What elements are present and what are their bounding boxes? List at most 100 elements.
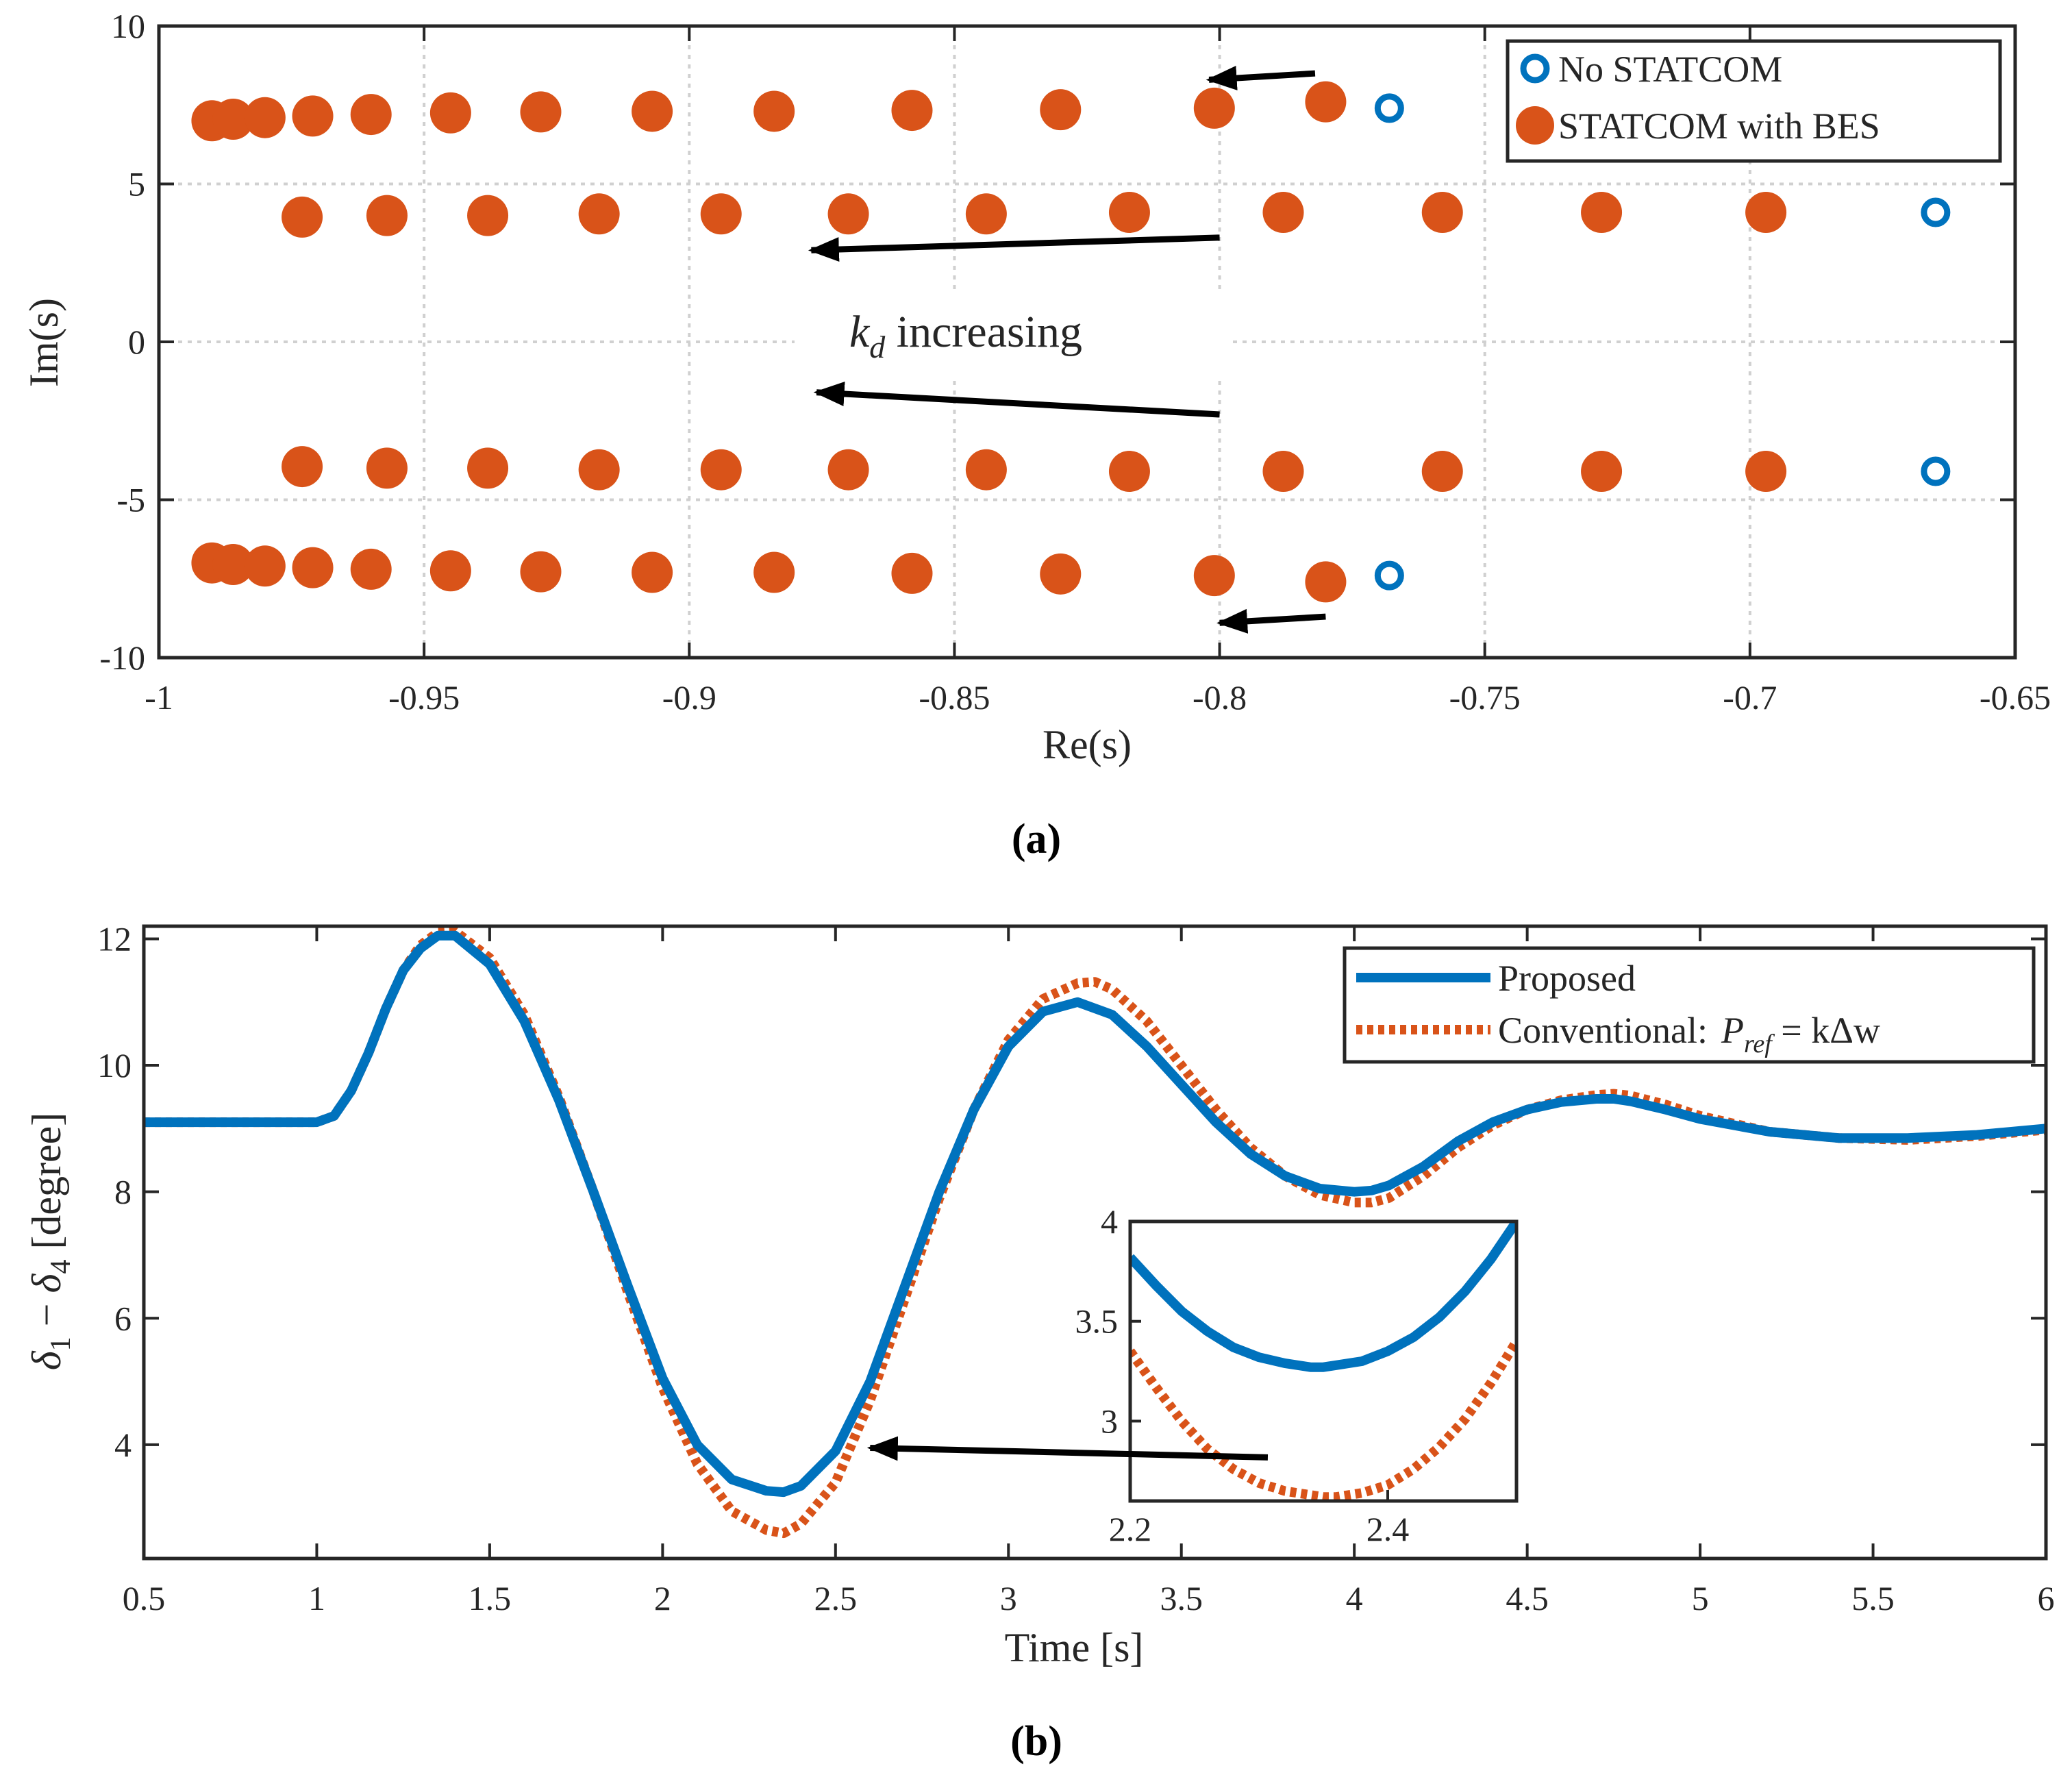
y-tick-label: 0	[128, 323, 145, 361]
x-tick-label: 0.5	[123, 1579, 166, 1617]
legend-conventional-name: Conventional:	[1498, 1010, 1708, 1051]
ticks-b: 0.5 1 1.5 2 2.5 3 3.5 4 4.5 5 5.5 6 4 6 8 10 12	[97, 919, 2055, 1617]
x-label-b: Time [s]	[1005, 1625, 1144, 1670]
statcom-bes-pole	[292, 95, 334, 137]
axes-box-b	[142, 924, 2048, 1561]
legend-statcom-bes-marker	[1516, 106, 1554, 145]
arrow	[813, 382, 1220, 418]
statcom-bes-pole	[827, 193, 869, 235]
statcom-bes-pole	[1108, 191, 1150, 233]
statcom-bes-pole	[467, 447, 509, 489]
y-tick-label: 10	[111, 7, 145, 45]
statcom-bes-pole	[1108, 451, 1150, 493]
caption-a-close: )	[1047, 816, 1062, 862]
x-tick-label: -0.85	[919, 678, 990, 717]
legend-conventional-label: Conventional: Pref = kΔw	[1498, 1010, 1880, 1058]
x-tick-label: 1.5	[469, 1579, 512, 1617]
no-statcom-pole	[1374, 93, 1404, 123]
statcom-bes-pole	[578, 193, 620, 235]
statcom-bes-pole	[1745, 451, 1787, 493]
y-label-b-delta1: δ	[24, 1350, 69, 1370]
no-statcom-pole	[1374, 560, 1404, 591]
x-tick-label: -0.95	[388, 678, 460, 717]
statcom-bes-pole	[965, 193, 1007, 235]
inset-ticks: 2.2 2.4 3 3.5 4	[1075, 1202, 1410, 1548]
annotation-text: increasing	[885, 307, 1082, 357]
y-tick-label: -10	[99, 638, 145, 677]
arrow	[808, 234, 1220, 262]
statcom-bes-pole	[700, 193, 742, 235]
arrow	[866, 1436, 1269, 1461]
y-label-a: Im(s)	[21, 298, 66, 387]
arrows-b	[866, 1436, 1269, 1461]
legend-a: No STATCOM STATCOM with BES	[1506, 39, 2002, 163]
legend-b: Proposed Conventional: Pref = kΔw	[1343, 946, 2036, 1064]
x-tick-label: 5	[1692, 1579, 1709, 1617]
grid-a	[159, 26, 2015, 658]
statcom-bes-pole	[632, 551, 673, 593]
caption-a: (a)	[1012, 816, 1061, 862]
x-tick-label: 2	[654, 1579, 671, 1617]
statcom-bes-pole	[212, 98, 254, 140]
statcom-bes-pole	[1421, 191, 1463, 233]
x-tick-label: -0.8	[1193, 678, 1247, 717]
arrow	[1216, 608, 1326, 634]
statcom-bes-pole	[1305, 561, 1347, 603]
panel-b: 0.5 1 1.5 2 2.5 3 3.5 4 4.5 5 5.5 6 4 6 8 10 12 2.2 2.4 3 3…	[24, 919, 2055, 1765]
statcom-bes-pole	[366, 447, 408, 489]
annotation-sub: d	[869, 330, 886, 364]
y-label-b-sub1: 1	[45, 1337, 77, 1351]
caption-b-letter: b	[1025, 1718, 1048, 1765]
x-tick-label: 1	[308, 1579, 325, 1617]
x-label-a: Re(s)	[1043, 722, 1132, 767]
statcom-bes-pole	[282, 196, 323, 238]
inset-proposed-line	[1130, 1221, 1516, 1372]
caption-a-letter: a	[1026, 816, 1047, 862]
statcom-bes-pole	[1305, 81, 1347, 123]
statcom-bes-pole	[520, 91, 562, 133]
statcom-bes-pole	[1040, 553, 1082, 595]
legend-b-box	[1343, 946, 2036, 1064]
panel-a: -1 -0.95 -0.9 -0.85 -0.8 -0.75 -0.7 -0.65 10 5 0 -5…	[21, 7, 2051, 862]
statcom-bes-pole	[827, 449, 869, 491]
y-label-b-unit: [degree]	[24, 1113, 69, 1260]
x-tick-label: -0.7	[1723, 678, 1777, 717]
y-tick-label: 6	[114, 1299, 132, 1337]
statcom-bes-pole	[429, 550, 471, 592]
y-tick-label: 4	[114, 1426, 132, 1464]
x-tick-label: -0.75	[1449, 678, 1521, 717]
proposed-line	[144, 930, 2046, 1498]
statcom-bes-pole	[1262, 191, 1304, 233]
points-a	[191, 81, 1951, 603]
inset-lines	[1130, 1221, 1516, 1501]
x-tick-label: 4	[1346, 1579, 1363, 1617]
statcom-bes-pole	[1581, 191, 1623, 233]
statcom-bes-pole	[1262, 451, 1304, 493]
no-statcom-pole	[1921, 456, 1951, 486]
y-tick-label: -5	[116, 481, 145, 519]
inset-y-tick-label: 3	[1101, 1402, 1118, 1440]
inset-x-tick-label: 2.4	[1366, 1510, 1410, 1548]
caption-b-open: (	[1010, 1718, 1025, 1765]
legend-proposed-label: Proposed	[1498, 958, 1636, 999]
x-tick-label: 3.5	[1160, 1579, 1203, 1617]
statcom-bes-pole	[1193, 555, 1235, 597]
statcom-bes-pole	[429, 92, 471, 134]
x-tick-label: -1	[145, 678, 173, 717]
statcom-bes-pole	[891, 90, 933, 132]
caption-a-open: (	[1012, 816, 1026, 862]
statcom-bes-pole	[292, 547, 334, 588]
y-label-b-minus: −	[24, 1293, 69, 1337]
x-tick-label: -0.65	[1980, 678, 2051, 717]
legend-formula-p: P	[1721, 1010, 1744, 1051]
statcom-bes-pole	[212, 544, 254, 586]
statcom-bes-pole	[965, 449, 1007, 491]
statcom-bes-pole	[1745, 191, 1787, 233]
statcom-bes-pole	[244, 97, 286, 138]
y-tick-label: 12	[97, 919, 132, 958]
statcom-bes-pole	[1421, 451, 1463, 493]
legend-formula-rhs: = kΔw	[1772, 1010, 1880, 1051]
y-tick-label: 5	[128, 165, 145, 203]
statcom-bes-pole	[1193, 87, 1235, 129]
